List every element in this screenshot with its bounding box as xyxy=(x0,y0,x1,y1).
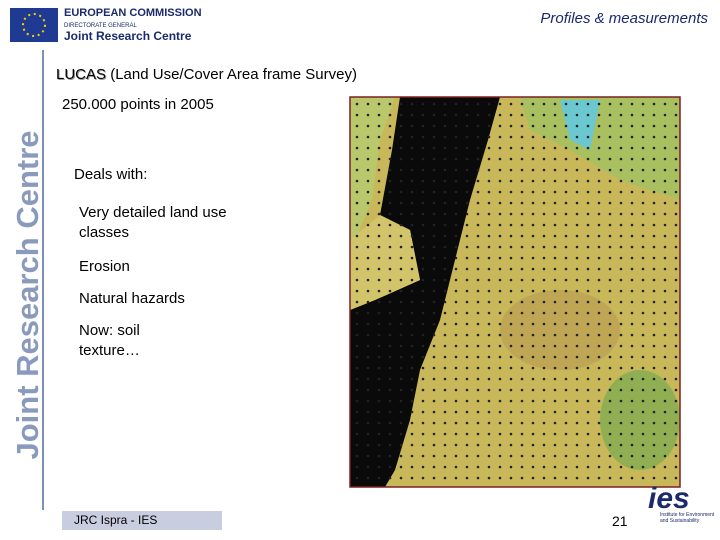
eu-stars xyxy=(22,13,46,37)
page-number: 21 xyxy=(612,513,628,529)
ies-caption: Institute for Environment and Sustainabi… xyxy=(660,512,715,524)
footer-source: JRC Ispra - IES xyxy=(74,513,158,527)
title-rest: (Land Use/Cover Area frame Survey) xyxy=(110,66,357,83)
item: Now: soil texture… xyxy=(79,322,140,359)
ies-mark: ies xyxy=(648,482,690,515)
footer-bar: JRC Ispra - IES xyxy=(62,511,222,530)
lead: Deals with: xyxy=(74,166,148,183)
logo-org: EUROPEAN COMMISSION xyxy=(64,7,202,19)
logo-sub: DIRECTORATE GENERAL xyxy=(64,23,137,29)
item: Natural hazards xyxy=(79,290,185,307)
logo-name: Joint Research Centre xyxy=(64,29,192,43)
title-abbr: LUCAS xyxy=(56,66,107,83)
map xyxy=(349,96,681,488)
ies-caption-box: Institute for Environment and Sustainabi… xyxy=(660,512,715,524)
sidebar-title: Joint Research Centre xyxy=(10,130,45,459)
item: Very detailed land use classes xyxy=(79,204,227,241)
section-title: Profiles & measurements xyxy=(540,10,708,27)
slide-title: LUCAS (Land Use/Cover Area frame Survey) xyxy=(56,66,357,83)
subtitle: 250.000 points in 2005 xyxy=(62,96,214,113)
item: Erosion xyxy=(79,258,130,275)
